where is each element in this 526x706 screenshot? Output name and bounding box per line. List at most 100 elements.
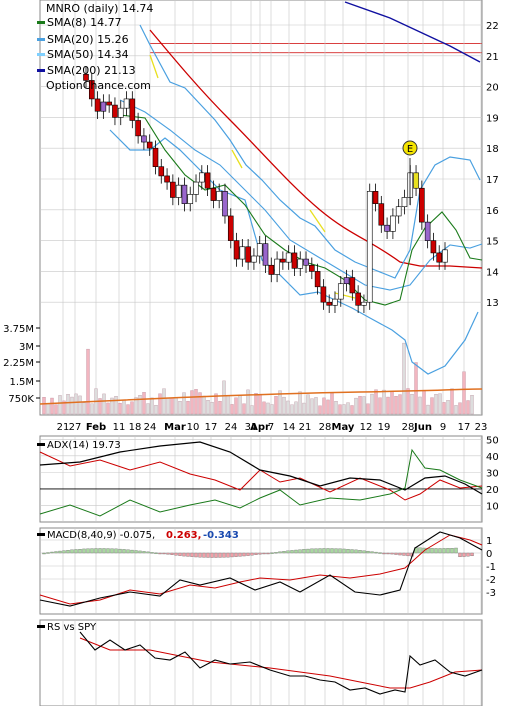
price-tick-label: 20 xyxy=(486,83,499,94)
volume-bar xyxy=(362,396,366,415)
macd-histogram-bar xyxy=(398,552,402,556)
macd-histogram-bar xyxy=(442,548,446,554)
macd-histogram-bar xyxy=(290,550,294,554)
volume-bar xyxy=(82,402,86,415)
chart-symbol-title: MNRO (daily) 14.74 xyxy=(46,2,153,15)
date-tick-label: 31 xyxy=(245,422,258,433)
candle-body xyxy=(343,277,350,285)
macd-histogram-bar xyxy=(50,551,54,554)
macd-histogram-bar xyxy=(118,548,122,554)
rs-average-line xyxy=(79,637,483,689)
date-tick-label: Feb xyxy=(86,422,106,433)
candle-body xyxy=(390,215,396,232)
date-tick-label: 19 xyxy=(378,422,391,433)
macd-histogram-bar xyxy=(174,552,178,556)
macd-histogram-bar xyxy=(202,552,206,558)
macd-histogram-bar xyxy=(74,549,78,554)
volume-tick-label: 3M xyxy=(19,342,34,353)
macd-histogram-bar xyxy=(266,552,270,555)
legend-swatch-sma200 xyxy=(37,69,45,72)
volume-bar xyxy=(414,362,418,415)
candle-body xyxy=(297,258,304,269)
volume-bar xyxy=(470,395,474,415)
macd-histogram-bar xyxy=(462,552,466,557)
macd-histogram-bar xyxy=(430,548,434,554)
candle-body xyxy=(378,203,385,226)
volume-bar xyxy=(214,393,218,415)
macd-histogram-bar xyxy=(110,548,114,554)
candle-body xyxy=(274,258,280,275)
macd-histogram-bar xyxy=(270,552,274,554)
macd-histogram-bar xyxy=(78,549,82,554)
macd-histogram-bar xyxy=(298,549,302,554)
date-tick-label: 28 xyxy=(402,422,415,433)
volume-bar xyxy=(434,393,438,415)
volume-bar xyxy=(438,393,442,415)
candle-body xyxy=(135,120,141,137)
volume-bar xyxy=(166,397,170,415)
volume-bar xyxy=(294,401,298,415)
macd-histogram-bar xyxy=(390,552,394,555)
macd-histogram-bar xyxy=(318,548,322,554)
volume-bar xyxy=(70,396,74,415)
candle-body xyxy=(193,181,199,195)
macd-histogram-bar xyxy=(302,549,306,554)
rs-title: RS vs SPY xyxy=(37,622,97,633)
date-tick-label: 24 xyxy=(225,422,238,433)
volume-bar xyxy=(186,400,190,415)
adx-tick-label: 50 xyxy=(486,435,499,446)
volume-bar xyxy=(458,402,462,415)
rs-title-text: RS vs SPY xyxy=(47,622,97,633)
macd-histogram-bar xyxy=(102,548,106,554)
price-tick-label: 14 xyxy=(486,267,499,278)
macd-signal-value: 0.263, xyxy=(166,530,201,541)
macd-histogram-bar xyxy=(114,548,118,554)
volume-bar xyxy=(50,397,54,415)
date-tick-label: 18 xyxy=(129,422,142,433)
price-tick-label: 15 xyxy=(486,237,499,248)
candle-body xyxy=(424,221,431,241)
sma50-line xyxy=(149,29,483,269)
indicator-lines xyxy=(39,441,483,695)
date-tick-label: 11 xyxy=(113,422,126,433)
macd-histogram-bar xyxy=(170,552,174,555)
macd-histogram-bar xyxy=(226,552,230,558)
macd-histogram-bar xyxy=(146,551,150,554)
legend-swatch-sma20 xyxy=(37,38,45,41)
macd-histogram-bar xyxy=(406,552,410,557)
volume-bar xyxy=(262,401,266,415)
volume-bar xyxy=(154,404,158,415)
macd-histogram-bar xyxy=(326,548,330,554)
volume-bar xyxy=(370,393,374,415)
adx-title-swatch xyxy=(37,443,45,446)
macd-histogram-bar xyxy=(98,548,102,554)
macd-histogram-bar xyxy=(402,552,406,556)
date-tick-label: Jun xyxy=(413,422,432,433)
volume-bar xyxy=(426,404,430,415)
volume-bar xyxy=(466,400,470,415)
macd-histogram-bar xyxy=(66,550,70,554)
candle-body xyxy=(100,101,107,112)
volume-bar xyxy=(310,398,314,415)
volume-bar xyxy=(174,397,178,415)
macd-histogram-bar xyxy=(382,552,386,555)
candle-body xyxy=(337,283,344,300)
macd-hist-value: -0.343 xyxy=(203,530,239,541)
volume-bar xyxy=(334,401,338,415)
macd-histogram-bar xyxy=(278,551,282,554)
date-tick-label: 14 xyxy=(283,422,296,433)
macd-histogram-bar xyxy=(186,552,190,557)
candle-body xyxy=(227,215,234,241)
upper-band-line xyxy=(139,24,481,279)
volume-bar xyxy=(118,403,122,415)
macd-histogram-bar xyxy=(158,552,162,555)
macd-histogram-bar xyxy=(130,549,134,554)
price-tick-label: 16 xyxy=(486,206,499,217)
macd-histogram-bar xyxy=(182,552,186,557)
candle-body xyxy=(349,277,356,294)
volume-bar xyxy=(142,392,146,415)
date-tick-label: 10 xyxy=(187,422,200,433)
candle-body xyxy=(117,107,124,118)
candle-body xyxy=(361,301,367,306)
macd-histogram-bar xyxy=(246,552,250,556)
